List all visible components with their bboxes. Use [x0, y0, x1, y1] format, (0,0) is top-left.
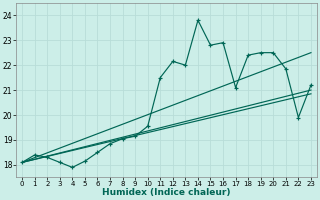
X-axis label: Humidex (Indice chaleur): Humidex (Indice chaleur)	[102, 188, 231, 197]
